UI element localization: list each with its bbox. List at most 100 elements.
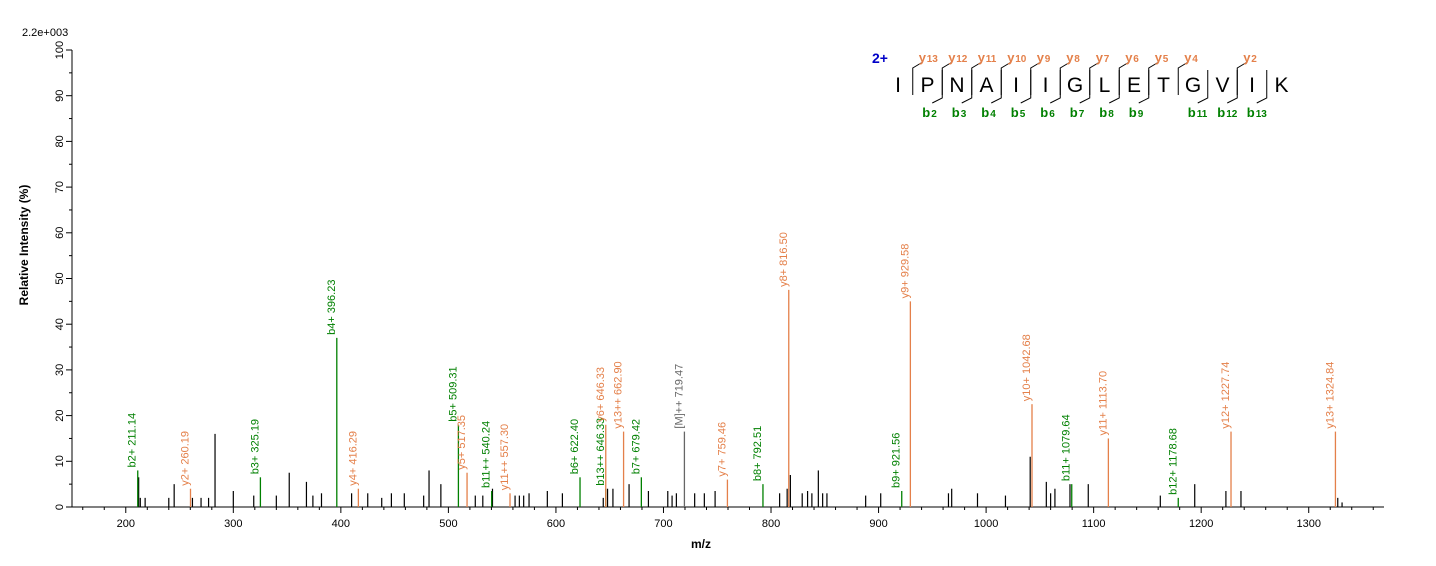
b-cleavage-mark: [932, 70, 943, 104]
y-tick-label: 20: [54, 409, 66, 421]
sequence-residue: T: [1157, 74, 1170, 97]
b-cleavage-mark: [1138, 70, 1150, 104]
b-cleavage-mark: [1020, 70, 1032, 104]
y-ion-letter: y: [1184, 50, 1192, 65]
sequence-residue: L: [1099, 74, 1111, 97]
b-ion-number: 8: [1108, 109, 1114, 120]
peak-label: y11++ 557.30: [499, 424, 511, 490]
peak-label: b11+ 1079.64: [1061, 414, 1073, 481]
y-ion-letter: y: [919, 50, 927, 65]
y-tick-label: 30: [54, 364, 66, 376]
x-tick-label: 600: [547, 518, 565, 530]
peak-label: y11+ 1113.70: [1097, 371, 1109, 436]
peak-label: b12+ 1178.68: [1167, 428, 1179, 495]
peak-label: b3+ 325.19: [249, 419, 261, 474]
peak-label: y13+ 1324.84: [1324, 362, 1336, 429]
x-tick-label: 400: [332, 518, 350, 530]
b-cleavage-mark: [1050, 70, 1061, 104]
b-ion-letter: b: [981, 105, 989, 120]
b-ion-letter: b: [1070, 105, 1078, 120]
b-ion-letter: b: [1099, 105, 1107, 120]
b-cleavage-mark: [961, 70, 973, 104]
y-ion-number: 11: [986, 54, 997, 65]
b-ion-number: 11: [1197, 109, 1208, 120]
sequence-residue: G: [1067, 74, 1083, 97]
x-tick-label: 800: [762, 518, 780, 530]
y-ion-number: 6: [1133, 54, 1139, 65]
sequence-residue: P: [920, 74, 934, 97]
b-ion-letter: b: [1011, 105, 1019, 120]
x-axis-title: m/z: [691, 537, 711, 551]
y-ion-letter: y: [1066, 50, 1074, 65]
y-tick-label: 60: [54, 227, 66, 239]
y-ion-letter: y: [948, 50, 956, 65]
y-tick-label: 40: [54, 318, 66, 330]
y-cleavage-mark: [1177, 61, 1189, 95]
peaks: [137, 289, 1343, 507]
x-tick-label: 1100: [1082, 518, 1106, 530]
peak-label: y4+ 416.29: [347, 431, 359, 486]
y-ion-number: 13: [927, 54, 939, 65]
peak-label: b2+ 211.14: [127, 413, 139, 468]
peak-label: y12+ 1227.74: [1220, 362, 1232, 429]
y-ion-number: 12: [956, 54, 968, 65]
y-axis-title: Relative Intensity (%): [17, 185, 31, 306]
b-cleavage-mark: [1227, 70, 1238, 104]
y-ion-letter: y: [1243, 50, 1251, 65]
fragment-map: 2+I P N A I I G L E T G V I Ky 13 y 12 y 11 y 10 y 9 y 8 y 7 y 6 y 5 y 4…: [872, 50, 1289, 120]
sequence-residue: E: [1127, 74, 1141, 97]
peak-label: y8+ 816.50: [778, 232, 790, 287]
y-ion-letter: y: [1037, 50, 1045, 65]
peak-label: b5+ 509.31: [447, 366, 459, 421]
y-ion-number: 9: [1045, 54, 1051, 65]
y-ion-letter: y: [1125, 50, 1133, 65]
peak-labels: b2+ 211.14 y2+ 260.19 b3+ 325.19 b4+ 396.23…: [127, 232, 1337, 495]
y-ion-letter: y: [1007, 50, 1015, 65]
peak-label: b9+ 921.56: [891, 433, 903, 488]
sequence-residue: I: [1043, 74, 1049, 97]
y-tick-label: 70: [54, 181, 66, 193]
sequence-residue: K: [1274, 74, 1288, 97]
y-cleavage-mark: [1030, 61, 1042, 95]
x-tick-label: 500: [439, 518, 457, 530]
y-ion-number: 5: [1163, 54, 1169, 65]
peak-label: y6+ 646.33: [595, 367, 607, 422]
peak-label: y5+ 517.35: [456, 415, 468, 470]
x-tick-label: 1300: [1296, 518, 1320, 530]
y-ion-number: 7: [1104, 54, 1110, 65]
b-ion-letter: b: [1217, 105, 1225, 120]
x-tick-label: 700: [654, 518, 672, 530]
peak-label: y9+ 929.58: [899, 244, 911, 299]
b-ion-letter: b: [1188, 105, 1196, 120]
b-ion-letter: b: [922, 105, 930, 120]
y-tick-label: 100: [54, 41, 66, 59]
b-ion-letter: b: [952, 105, 960, 120]
x-tick-label: 1000: [974, 518, 998, 530]
b-cleavage-mark: [1256, 70, 1268, 104]
y-cleavage-mark: [1236, 61, 1248, 95]
b-cleavage-mark: [1079, 70, 1091, 104]
b-ion-number: 3: [961, 109, 967, 120]
b-ion-number: 9: [1138, 109, 1144, 120]
y-ion-number: 10: [1015, 54, 1027, 65]
peak-label: b13++ 646.33: [595, 418, 607, 486]
peak-label: b7+ 679.42: [630, 419, 642, 474]
y-ion-letter: y: [1096, 50, 1104, 65]
peak-label: b11++ 540.24: [481, 421, 493, 488]
peak-label: y7+ 759.46: [716, 422, 728, 477]
y-ion-number: 8: [1074, 54, 1080, 65]
y-ion-letter: y: [1155, 50, 1163, 65]
peak-label: y13++ 662.90: [613, 361, 625, 428]
peak-label: y10+ 1042.68: [1021, 334, 1033, 401]
b-cleavage-mark: [1109, 70, 1120, 104]
sequence-residue: A: [979, 74, 993, 97]
axes: 0 10 20 30 40 50 60 70 80 90 100 200 300 400 500 600 700…: [54, 41, 1384, 530]
intensity-scale-label: 2.2e+003: [22, 27, 68, 39]
y-tick-label: 0: [54, 504, 66, 510]
sequence-residue: V: [1215, 74, 1229, 97]
b-ion-letter: b: [1040, 105, 1048, 120]
b-ion-letter: b: [1129, 105, 1137, 120]
y-ion-letter: y: [978, 50, 986, 65]
x-tick-label: 1200: [1189, 518, 1213, 530]
x-tick-label: 200: [117, 518, 135, 530]
